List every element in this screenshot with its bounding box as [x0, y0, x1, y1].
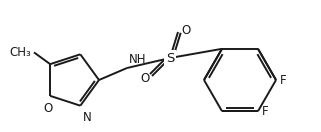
Text: F: F: [262, 105, 269, 118]
Text: F: F: [280, 74, 287, 86]
Text: N: N: [83, 111, 92, 124]
Text: S: S: [166, 51, 174, 65]
Text: O: O: [141, 72, 150, 84]
Text: NH: NH: [129, 53, 146, 66]
Text: O: O: [44, 102, 53, 115]
Text: CH₃: CH₃: [9, 46, 31, 59]
Text: O: O: [181, 25, 190, 37]
